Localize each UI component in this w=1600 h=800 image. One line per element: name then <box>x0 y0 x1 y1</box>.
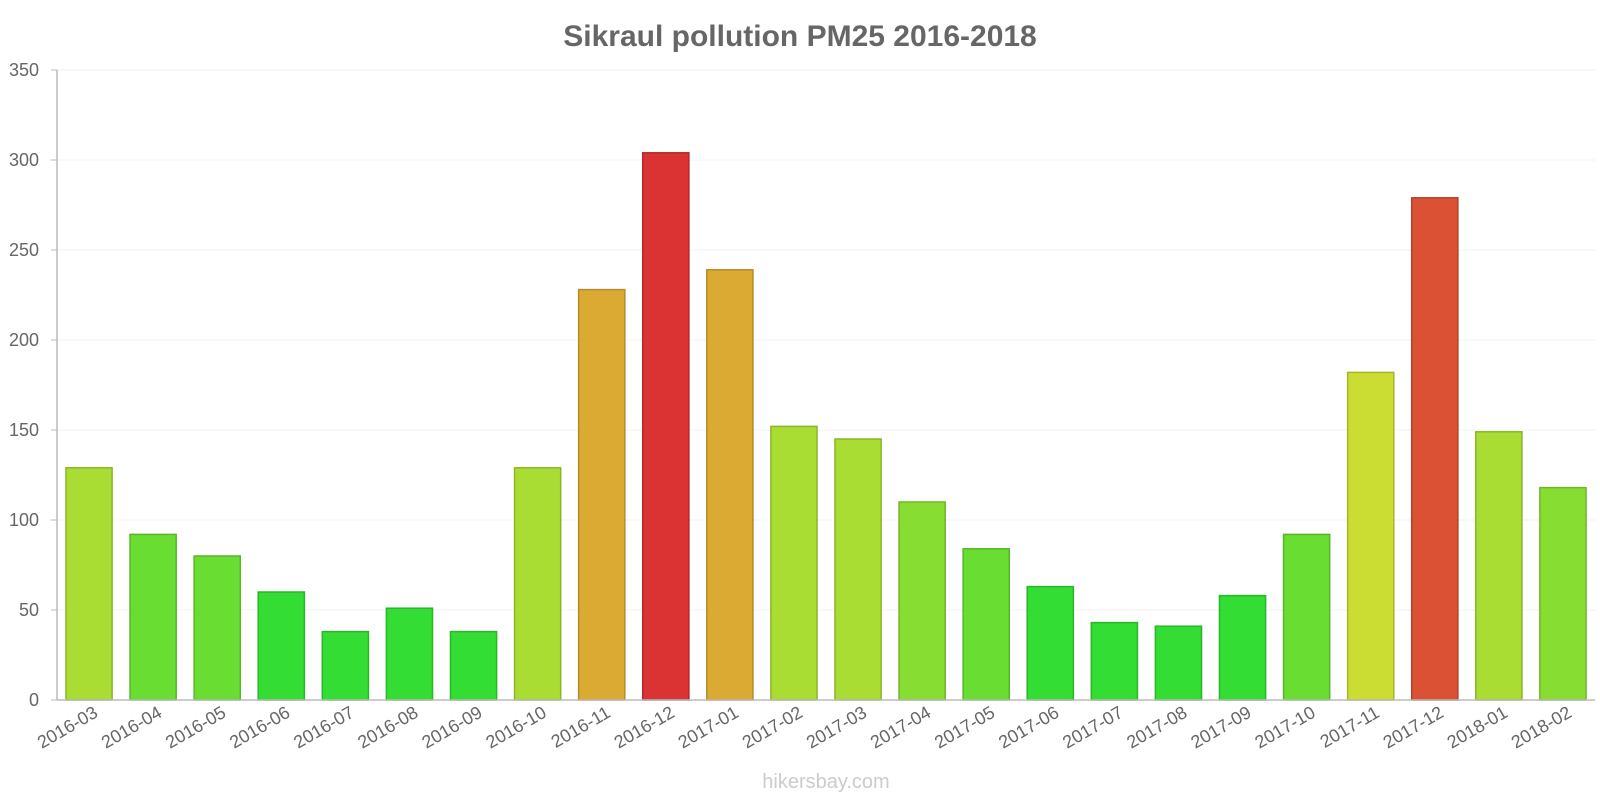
x-tick-labels: 2016-032016-042016-052016-062016-072016-… <box>34 702 1575 752</box>
x-tick-label-2016-12: 2016-12 <box>611 702 678 752</box>
x-tick-label-2017-02: 2017-02 <box>739 702 806 752</box>
x-tick-label-2017-04: 2017-04 <box>867 702 934 752</box>
x-tick-label-2016-03: 2016-03 <box>34 702 101 752</box>
y-tick-label: 50 <box>19 600 39 620</box>
y-tick-label: 0 <box>29 690 39 710</box>
bar-2017-10 <box>1282 533 1331 701</box>
bars <box>65 152 1587 701</box>
bar-2016-10 <box>513 467 562 701</box>
bar-2017-06 <box>1026 585 1075 701</box>
x-tick-label-2016-04: 2016-04 <box>98 702 165 752</box>
bar-2016-03 <box>65 467 113 701</box>
watermark: hikersbay.com <box>762 771 889 793</box>
y-tick-label: 300 <box>9 150 39 170</box>
y-tick-label: 350 <box>9 60 39 80</box>
chart-title: Sikraul pollution PM25 2016-2018 <box>563 20 1037 53</box>
bar-2016-07 <box>321 630 370 701</box>
x-tick-label-2016-11: 2016-11 <box>548 702 614 752</box>
bar-2017-05 <box>962 548 1011 701</box>
x-tick-label-2017-05: 2017-05 <box>931 702 998 752</box>
bar-2017-01 <box>706 269 754 701</box>
bar-2017-08 <box>1154 625 1203 701</box>
bar-2016-12 <box>641 152 690 701</box>
y-tick-label: 150 <box>9 420 39 440</box>
bar-2018-02 <box>1539 486 1587 701</box>
bar-2017-09 <box>1218 594 1267 701</box>
x-tick-label-2017-06: 2017-06 <box>995 702 1062 752</box>
x-tick-label-2017-03: 2017-03 <box>803 702 870 752</box>
bar-2018-01 <box>1475 431 1523 701</box>
bar-2017-12 <box>1410 197 1459 701</box>
x-tick-label-2017-12: 2017-12 <box>1380 702 1447 752</box>
y-tick-label: 100 <box>9 510 39 530</box>
x-tick-label-2017-09: 2017-09 <box>1187 702 1254 752</box>
bar-2016-06 <box>257 591 306 701</box>
x-tick-label-2016-07: 2016-07 <box>290 702 357 752</box>
x-tick-label-2017-11: 2017-11 <box>1317 702 1383 752</box>
bar-2017-03 <box>834 438 882 701</box>
x-tick-label-2017-08: 2017-08 <box>1123 702 1190 752</box>
x-tick-label-2016-08: 2016-08 <box>354 702 421 752</box>
x-tick-label-2017-10: 2017-10 <box>1251 702 1318 752</box>
x-tick-label-2017-01: 2017-01 <box>675 702 742 752</box>
bar-2017-07 <box>1090 621 1139 701</box>
bar-2017-02 <box>770 425 818 701</box>
bar-2017-11 <box>1346 371 1395 701</box>
x-tick-label-2016-10: 2016-10 <box>482 702 549 752</box>
x-tick-label-2016-09: 2016-09 <box>418 702 485 752</box>
bar-2016-08 <box>385 607 434 701</box>
x-tick-label-2016-06: 2016-06 <box>226 702 293 752</box>
y-tick-labels: 0 50 100 150 200 250 300 350 <box>9 60 57 710</box>
x-tick-label-2018-02: 2018-02 <box>1508 702 1575 752</box>
bar-2016-04 <box>129 533 177 701</box>
y-tick-label: 250 <box>9 240 39 260</box>
bar-2016-09 <box>449 630 498 701</box>
y-tick-label: 200 <box>9 330 39 350</box>
bar-2016-11 <box>577 288 626 701</box>
x-tick-label-2018-01: 2018-01 <box>1444 702 1511 752</box>
bar-2016-05 <box>193 555 242 701</box>
bar-2017-04 <box>898 501 946 701</box>
grid-lines <box>57 69 1595 611</box>
x-tick-label-2017-07: 2017-07 <box>1059 702 1126 752</box>
x-tick-label-2016-05: 2016-05 <box>162 702 229 752</box>
